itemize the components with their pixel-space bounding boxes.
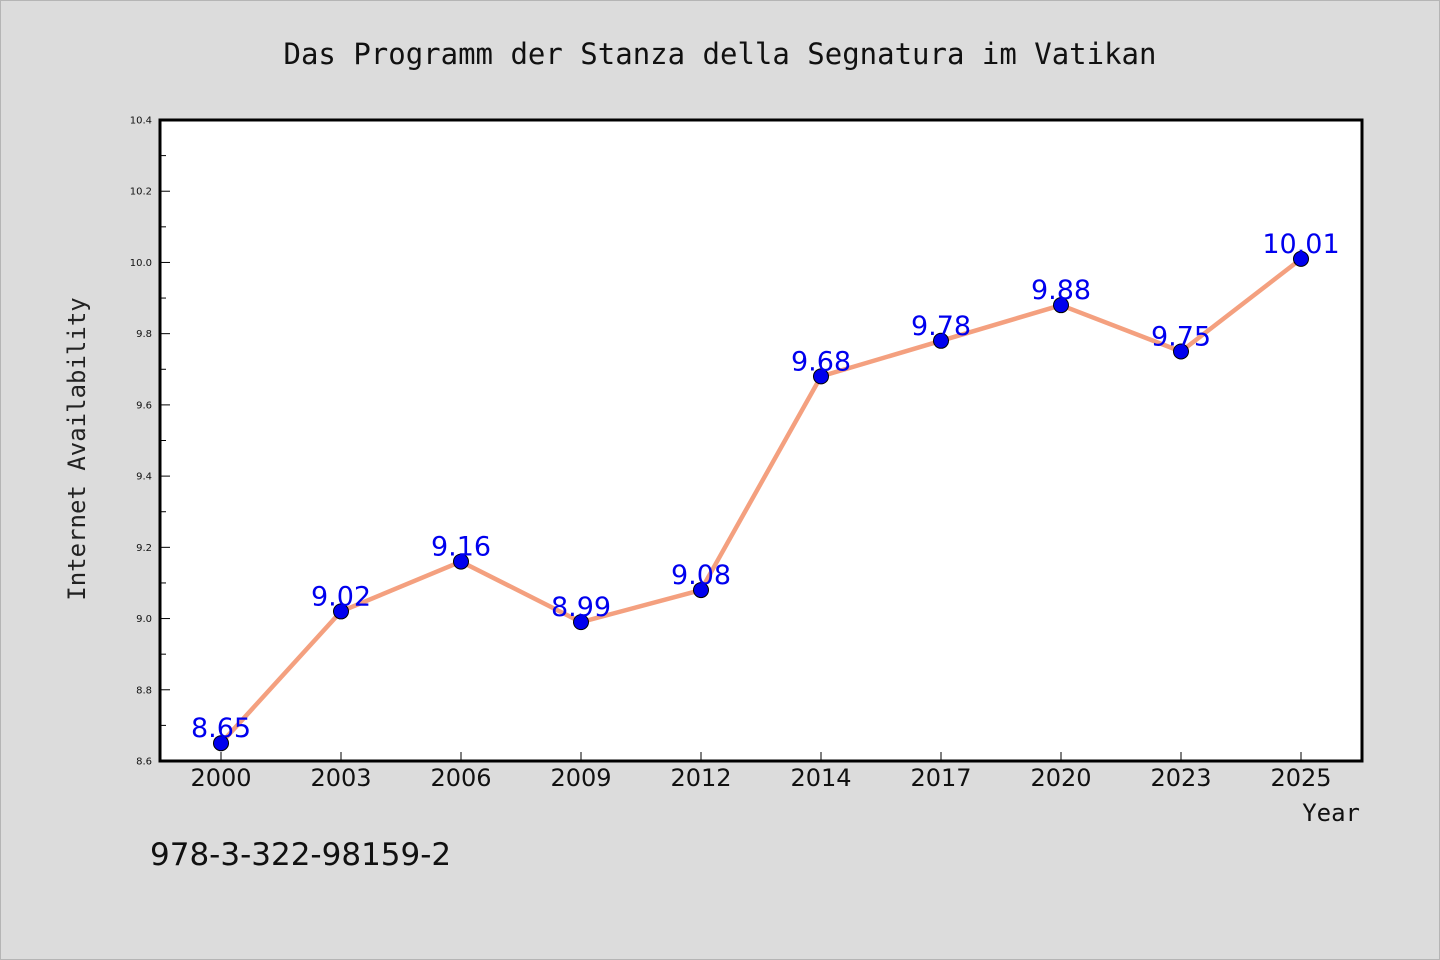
data-label: 9.68 — [791, 346, 851, 377]
series-line — [218, 256, 1304, 746]
x-axis-label: Year — [1302, 799, 1360, 827]
data-label: 9.08 — [671, 560, 731, 591]
x-tick-label: 2023 — [1150, 764, 1211, 792]
y-axis: 8.6 8.8 9.0 9.2 9.4 9.6 9.8 10.0 10.2 10.4 — [130, 116, 170, 768]
series-markers — [213, 250, 1309, 752]
y-tick-label: 9.0 — [136, 614, 152, 625]
y-tick-label: 9.4 — [136, 472, 152, 483]
data-point — [213, 735, 229, 752]
y-tick-label: 8.6 — [136, 757, 152, 768]
isbn-text: 978-3-322-98159-2 — [150, 837, 451, 873]
data-point — [1173, 343, 1189, 360]
x-tick-label: 2012 — [670, 764, 731, 792]
data-point — [573, 614, 589, 631]
data-point — [813, 368, 829, 385]
y-axis-label: Internet Availability — [63, 297, 91, 600]
data-label: 9.88 — [1031, 275, 1091, 306]
plot-area — [158, 118, 1364, 763]
data-label: 10.01 — [1262, 229, 1339, 260]
data-label: 9.16 — [431, 532, 491, 563]
y-tick-label: 8.8 — [136, 685, 152, 696]
data-label: 8.99 — [551, 592, 611, 623]
x-tick-label: 2006 — [430, 764, 491, 792]
y-tick-label: 10.2 — [130, 187, 152, 198]
data-point — [1293, 250, 1309, 267]
x-axis: 2000 2003 2006 2009 2012 2014 2017 2020 2023 2025 — [190, 752, 1332, 792]
data-point — [693, 582, 709, 599]
x-tick-label: 2025 — [1270, 764, 1331, 792]
x-tick-label: 2017 — [910, 764, 971, 792]
data-point — [1053, 297, 1069, 314]
y-tick-label: 10.4 — [130, 116, 152, 127]
x-tick-label: 2003 — [310, 764, 371, 792]
x-tick-label: 2000 — [190, 764, 251, 792]
x-tick-label: 2009 — [550, 764, 611, 792]
y-tick-label: 9.2 — [136, 543, 152, 554]
y-tick-label: 9.6 — [136, 400, 152, 411]
data-point — [453, 553, 469, 570]
data-labels: 8.65 9.02 9.16 8.99 9.08 9.68 9.78 9.88 9.75 10.0… — [191, 229, 1340, 744]
x-tick-label: 2020 — [1030, 764, 1091, 792]
data-label: 9.75 — [1151, 321, 1211, 352]
data-label: 8.65 — [191, 713, 251, 744]
data-label: 9.02 — [311, 581, 371, 612]
y-tick-label: 9.8 — [136, 329, 152, 340]
x-tick-label: 2014 — [790, 764, 851, 792]
chart-title: Das Programm der Stanza della Segnatura … — [284, 37, 1157, 71]
y-tick-label: 10.0 — [130, 258, 152, 269]
data-label: 9.78 — [911, 311, 971, 342]
data-point — [933, 332, 949, 349]
data-point — [333, 603, 349, 620]
